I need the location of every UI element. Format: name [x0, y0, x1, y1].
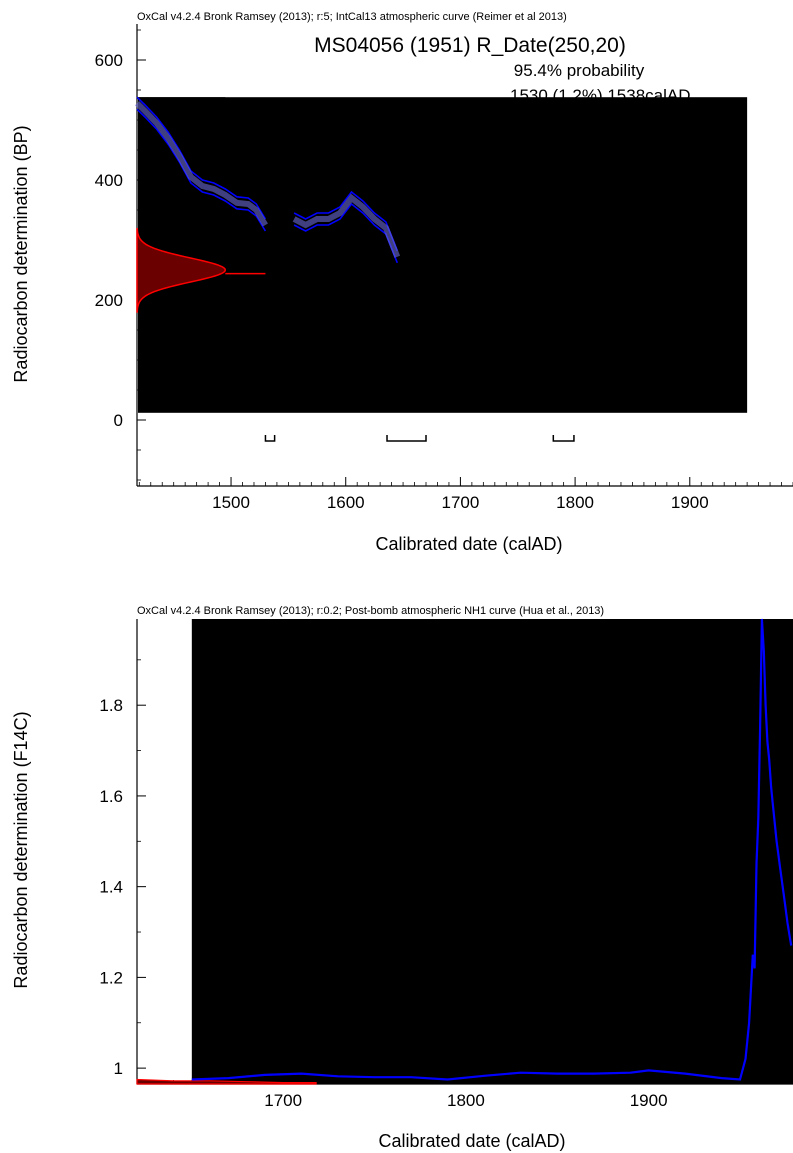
- chart-2-x-tick-label: 1900: [630, 1091, 668, 1110]
- chart-2-y-tick-label: 1.8: [99, 696, 123, 715]
- chart-2-x-tick-label: 1700: [264, 1091, 302, 1110]
- chart-1-ylabel: Radiocarbon determination (BP): [11, 125, 31, 382]
- chart-1-x-tick-label: 1500: [212, 493, 250, 512]
- chart-2-occluder-block: [191, 619, 793, 1084]
- chart-1-y-tick-label: 600: [95, 51, 123, 70]
- chart-2: OxCal v4.2.4 Bronk Ramsey (2013); r:0.2;…: [11, 605, 793, 1151]
- chart-1-measurement-distribution: [136, 227, 227, 313]
- chart-1-curve-lower-2: [293, 202, 399, 264]
- chart-1-curve-upper-1: [136, 96, 267, 220]
- chart-1-curve-band-1: [134, 101, 268, 227]
- chart-1: OxCal v4.2.4 Bronk Ramsey (2013); r:5; I…: [11, 11, 793, 554]
- chart-1-annotation-range: 1530 (1.2%) 1538calAD: [510, 86, 691, 105]
- chart-1-curve-band-2: [292, 193, 401, 258]
- chart-1-header: OxCal v4.2.4 Bronk Ramsey (2013); r:5; I…: [137, 11, 567, 23]
- chart-1-x-tick-label: 1700: [441, 493, 479, 512]
- chart-1-annotation-probability: 95.4% probability: [514, 61, 645, 80]
- chart-1-xlabel: Calibrated date (calAD): [375, 534, 562, 554]
- chart-2-xlabel: Calibrated date (calAD): [378, 1131, 565, 1151]
- chart-1-range-bracket: [386, 435, 427, 442]
- chart-1-x-tick-label: 1800: [556, 493, 594, 512]
- chart-1-curve-lower-1: [136, 108, 267, 232]
- chart-1-y-tick-label: 0: [114, 411, 123, 430]
- chart-1-x-tick-label: 1900: [671, 493, 709, 512]
- chart-2-curve-1: [191, 618, 793, 1081]
- chart-2-y-tick-label: 1.4: [99, 878, 123, 897]
- chart-1-title: MS04056 (1951) R_Date(250,20): [314, 34, 626, 57]
- chart-1-y-tick-label: 200: [95, 291, 123, 310]
- chart-1-range-bracket: [264, 435, 276, 442]
- chart-1-x-tick-label: 1600: [327, 493, 365, 512]
- chart-2-y-tick-label: 1.2: [99, 968, 123, 987]
- chart-1-range-bracket: [552, 435, 575, 442]
- chart-2-ylabel: Radiocarbon determination (F14C): [11, 711, 31, 988]
- chart-2-x-tick-label: 1800: [447, 1091, 485, 1110]
- chart-2-y-tick-label: 1: [114, 1059, 123, 1078]
- chart-1-curve-upper-2: [293, 190, 399, 252]
- chart-1-y-tick-label: 400: [95, 171, 123, 190]
- chart-2-y-tick-label: 1.6: [99, 787, 123, 806]
- chart-2-header: OxCal v4.2.4 Bronk Ramsey (2013); r:0.2;…: [137, 605, 604, 617]
- chart-2-measurement-distribution: [136, 1078, 317, 1085]
- chart-1-occluder-block: [138, 97, 748, 413]
- chart-1-occluder-block: [138, 97, 226, 382]
